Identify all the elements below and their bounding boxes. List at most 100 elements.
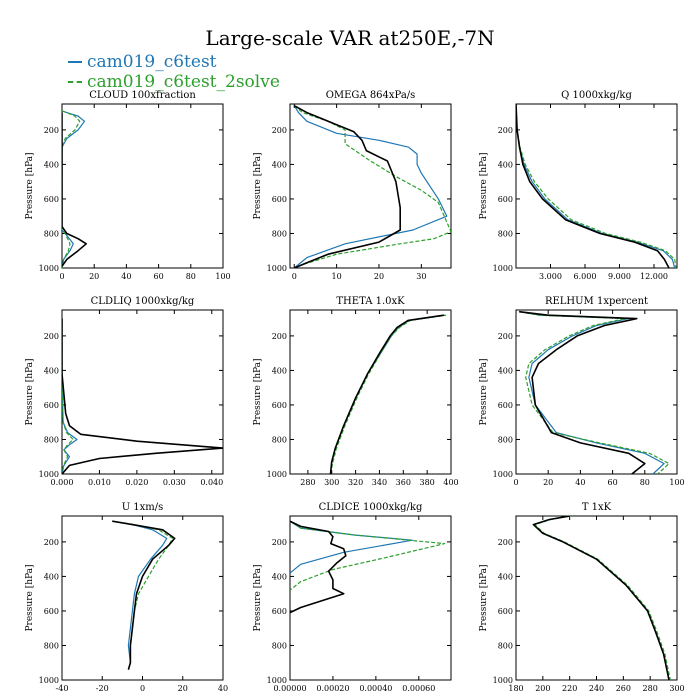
plot-frame	[289, 309, 452, 475]
y-tick-label: 800	[272, 229, 287, 238]
x-tick-label: 180	[508, 684, 523, 693]
y-tick-label: 1000	[493, 264, 513, 273]
panel-title: CLOUD 100xfraction	[89, 90, 196, 101]
y-tick-label: 1000	[267, 470, 287, 479]
y-tick-label: 400	[272, 160, 287, 169]
x-tick-label: 100	[669, 478, 684, 487]
y-tick-label: 1000	[267, 676, 287, 685]
x-tick-label: 300	[324, 478, 339, 487]
series-line-3	[329, 314, 444, 474]
panel-3: Q 1000xkg/kg Pressure [hPa] 200 400 600 800 10…	[479, 90, 678, 281]
y-tick-label: 400	[44, 160, 59, 169]
panel-title: T 1xK	[582, 502, 612, 513]
y-tick-label: 600	[498, 607, 513, 616]
x-tick-label: 200	[535, 684, 550, 693]
x-tick-label: 280	[643, 684, 658, 693]
x-tick-label: 0.020	[125, 478, 148, 487]
series-line-2	[329, 314, 447, 474]
figure-title: Large-scale VAR at250E,-7N	[205, 26, 495, 50]
y-tick-label: 200	[498, 538, 513, 547]
series-line-2	[519, 311, 670, 474]
panel-title: THETA 1.0xK	[336, 296, 405, 307]
series-line-3	[293, 104, 402, 268]
y-axis-label: Pressure [hPa]	[25, 564, 35, 631]
y-tick-label: 600	[44, 195, 59, 204]
series-line-3	[519, 310, 646, 474]
y-tick-label: 200	[44, 332, 59, 341]
y-axis-label: Pressure [hPa]	[479, 564, 489, 631]
x-tick-label: 6.000	[574, 272, 597, 281]
panel-8: CLDICE 1000xkg/kg Pressure [hPa] 200 400 600…	[253, 502, 452, 693]
y-axis-label: Pressure [hPa]	[479, 358, 489, 425]
x-tick-label: -40	[56, 684, 69, 693]
y-tick-label: 200	[44, 538, 59, 547]
series-line-2	[62, 110, 81, 268]
series-line-3	[290, 520, 347, 614]
series-line-3	[532, 516, 670, 680]
x-tick-label: 300	[669, 684, 684, 693]
y-tick-label: 200	[272, 538, 287, 547]
legend-swatch-2	[68, 81, 82, 83]
x-tick-label: 0.040	[200, 478, 223, 487]
x-tick-label: 20	[178, 684, 188, 693]
plot-frame	[61, 515, 224, 681]
x-tick-label: 360	[396, 478, 411, 487]
series-line-1	[519, 311, 665, 474]
plot-frame	[515, 103, 678, 269]
y-tick-label: 800	[44, 229, 59, 238]
x-tick-label: 320	[348, 478, 363, 487]
series-line-3	[62, 112, 87, 267]
y-tick-label: 600	[272, 401, 287, 410]
panel-title: OMEGA 864xPa/s	[326, 90, 416, 101]
series-line-2	[516, 104, 677, 268]
y-tick-label: 600	[272, 607, 287, 616]
series-line-3	[112, 520, 176, 670]
series-line-2	[290, 520, 446, 591]
series-line-3	[62, 318, 223, 474]
plot-frame	[289, 515, 452, 681]
y-tick-label: 600	[498, 401, 513, 410]
panel-title: RELHUM 1xpercent	[545, 296, 648, 307]
y-tick-label: 200	[498, 126, 513, 135]
y-tick-label: 600	[44, 401, 59, 410]
plot-frame	[289, 103, 452, 269]
x-tick-label: 20	[543, 478, 553, 487]
x-tick-label: 40	[575, 478, 585, 487]
y-axis-label: Pressure [hPa]	[253, 152, 263, 219]
x-tick-label: 0.00020	[316, 684, 349, 693]
series-line-1	[293, 105, 448, 268]
y-tick-label: 400	[498, 366, 513, 375]
x-tick-label: 0.00000	[273, 684, 306, 693]
y-tick-label: 800	[44, 435, 59, 444]
y-tick-label: 400	[498, 572, 513, 581]
y-tick-label: 1000	[267, 264, 287, 273]
x-tick-label: 0	[59, 272, 64, 281]
y-tick-label: 1000	[39, 470, 59, 479]
x-tick-label: 60	[608, 478, 618, 487]
y-tick-label: 200	[272, 332, 287, 341]
x-tick-label: 9.000	[608, 272, 631, 281]
legend-item-2: cam019_c6test_2solve	[68, 72, 280, 92]
y-tick-label: 200	[272, 126, 287, 135]
panel-title: CLDICE 1000xkg/kg	[319, 502, 423, 513]
x-tick-label: 100	[215, 272, 230, 281]
x-tick-label: 0.00060	[402, 684, 435, 693]
x-tick-label: 30	[416, 272, 426, 281]
x-tick-label: 0	[513, 478, 518, 487]
panel-5: THETA 1.0xK Pressure [hPa] 200 400 600 800 100…	[253, 296, 459, 487]
x-tick-label: 3.000	[539, 272, 562, 281]
x-tick-label: 240	[589, 684, 604, 693]
x-tick-label: 40	[121, 272, 131, 281]
x-tick-label: 0	[140, 684, 145, 693]
x-tick-label: 220	[562, 684, 577, 693]
panel-title: U 1xm/s	[122, 502, 164, 513]
panel-title: CLDLIQ 1000xkg/kg	[91, 296, 195, 307]
x-tick-label: 40	[218, 684, 228, 693]
y-axis-label: Pressure [hPa]	[253, 564, 263, 631]
x-tick-label: 20	[89, 272, 99, 281]
y-axis-label: Pressure [hPa]	[253, 358, 263, 425]
